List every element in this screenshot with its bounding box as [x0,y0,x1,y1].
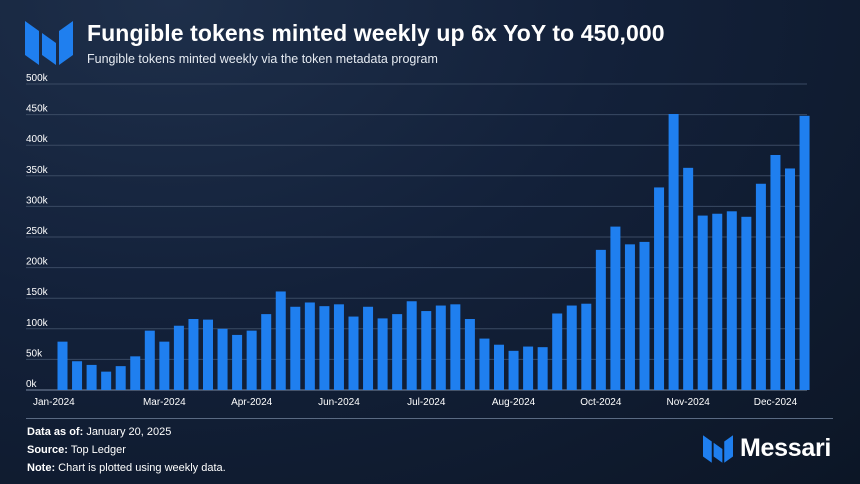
bar [785,168,795,390]
bar [726,211,737,390]
bar [770,154,781,390]
y-tick-label: 150k [26,287,49,298]
y-tick-label: 400k [26,134,49,145]
bar [333,304,344,390]
bar [377,318,388,390]
bar [406,301,417,390]
bar [566,305,577,390]
bar [479,338,490,390]
y-tick-label: 50k [26,348,43,359]
bar [741,216,752,390]
footer-divider [26,418,833,419]
data-as-of-value: January 20, 2025 [86,426,172,438]
y-tick-label: 200k [26,257,49,268]
bar [523,346,534,390]
messari-brand-logo-icon [703,435,733,463]
bar [290,306,301,390]
bar [494,344,504,390]
y-tick-label: 0k [26,379,38,390]
bar [232,334,243,390]
bar [508,350,519,390]
bar [464,319,475,390]
bar [624,244,635,390]
x-tick-label: Jul-2024 [407,397,446,408]
bar [203,319,213,390]
note-label: Note: [27,462,56,474]
y-tick-label: 300k [26,195,49,206]
x-tick-label: Mar-2024 [143,397,186,408]
bar [537,347,548,390]
bar [610,226,621,390]
bars [57,113,810,391]
bar [595,249,606,390]
brand-name: Messari [740,434,832,462]
data-as-of-label: Data as of: [27,426,84,438]
bar [683,167,694,390]
source-label: Source: [27,444,68,456]
chart-subtitle: Fungible tokens minted weekly via the to… [87,52,438,66]
bar [188,319,199,390]
x-tick-label: Dec-2024 [754,397,798,408]
note-line: Note: Chart is plotted using weekly data… [27,462,226,474]
bar [144,330,155,390]
bar [654,187,665,390]
bar [712,213,723,390]
x-tick-label: Jun-2024 [318,397,360,408]
bar [392,314,403,390]
y-tick-label: 450k [26,104,49,115]
y-tick-label: 100k [26,318,49,329]
bar [552,313,563,390]
x-tick-label: Oct-2024 [580,397,622,408]
bar [450,304,461,390]
y-tick-label: 250k [26,226,49,237]
bar [115,366,126,390]
y-tick-label: 500k [26,73,49,84]
y-tick-label: 350k [26,165,49,176]
x-tick-label: Apr-2024 [231,397,273,408]
x-tick-label: Jan-2024 [33,397,75,408]
bar [581,303,592,390]
source-value: Top Ledger [70,444,126,456]
messari-logo-icon [25,21,73,65]
bar [101,371,112,390]
bar [72,361,83,390]
bar [246,330,257,390]
bar [421,311,432,390]
bar [275,291,286,390]
bar [217,328,228,390]
bar [304,302,315,390]
note-value: Chart is plotted using weekly data. [58,462,226,474]
bar [130,356,141,390]
bar [319,306,330,390]
bar [697,215,708,390]
y-axis-ticks: 0k 50k 100k 150k 200k 250k 300k 350k 400k 450k 500… [26,73,49,390]
bar [86,364,97,390]
bar-chart: 0k 50k 100k 150k 200k 250k 300k 350k 400k 450k 500… [26,73,810,408]
bar [348,316,359,390]
bar [261,314,272,390]
bar [435,305,446,390]
bar [639,241,650,390]
bar [799,115,810,390]
bar [57,341,68,390]
source-line: Source: Top Ledger [27,444,126,456]
bar [755,183,766,390]
x-tick-label: Nov-2024 [666,397,710,408]
bar [668,113,679,391]
data-as-of: Data as of: January 20, 2025 [27,426,171,438]
bar [159,341,170,390]
bar [363,306,374,390]
bar [173,325,184,390]
chart-title: Fungible tokens minted weekly up 6x YoY … [87,20,665,46]
x-axis-ticks: Jan-2024 Mar-2024 Apr-2024 Jun-2024 Jul-2024… [33,397,798,408]
x-tick-label: Aug-2024 [492,397,536,408]
